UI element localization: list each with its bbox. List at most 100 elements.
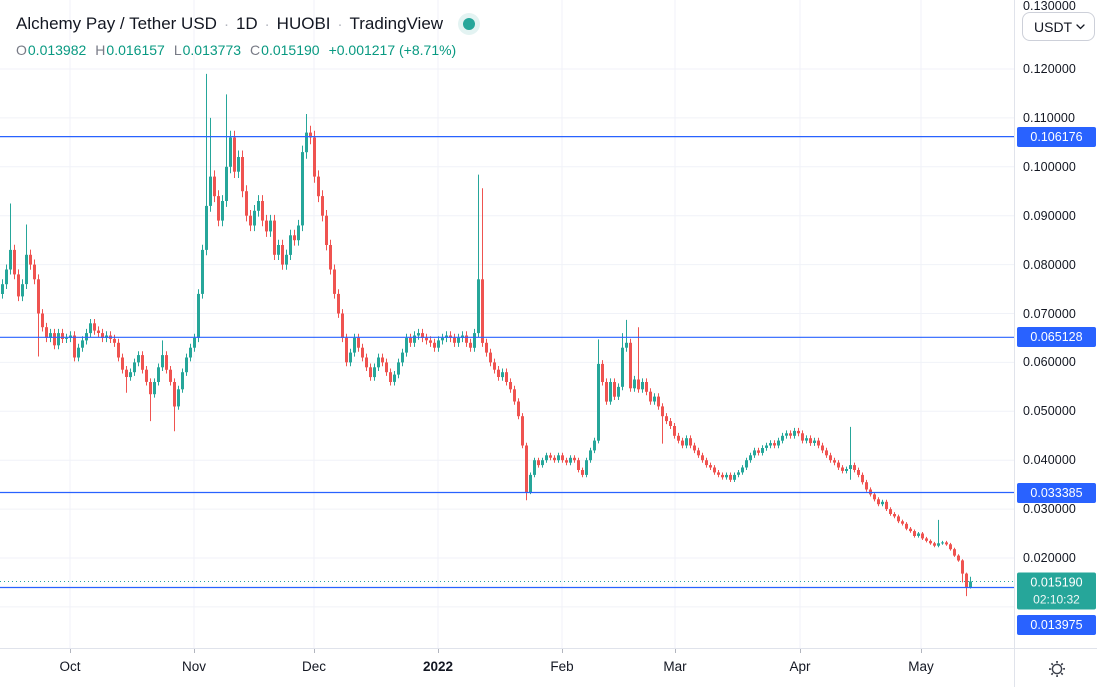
candle-body (265, 220, 268, 232)
candle-body (525, 445, 528, 492)
price-level-badge: 0.106176 (1017, 126, 1096, 147)
candle-body (21, 284, 24, 297)
time-axis-label: Feb (550, 659, 574, 674)
candle-body (361, 347, 364, 358)
candle-body (409, 337, 412, 343)
candle-body (57, 333, 60, 346)
candle-body (857, 470, 860, 475)
candle-body (129, 372, 132, 378)
data-status-indicator[interactable] (457, 12, 481, 36)
candle-body (877, 499, 880, 505)
candle-body (469, 342, 472, 348)
symbol-title[interactable]: Alchemy Pay / Tether USD (16, 14, 217, 33)
candle-body (205, 205, 208, 250)
candle-body (917, 533, 920, 536)
candle-body (457, 337, 460, 343)
bar-countdown: 02:10:32 (1033, 592, 1080, 606)
candle-body (621, 347, 624, 387)
candle-body (729, 474, 732, 480)
candle-body (341, 313, 344, 338)
candle-body (217, 196, 220, 221)
candle-body (245, 191, 248, 216)
candle-body (441, 337, 444, 341)
symbol-title-row[interactable]: Alchemy Pay / Tether USD · 1D · HUOBI · … (16, 12, 481, 36)
candle-body (169, 369, 172, 382)
time-axis-tick (921, 649, 922, 653)
candle-body (561, 455, 564, 461)
candle-body (685, 438, 688, 446)
candle-body (777, 440, 780, 446)
candle-body (749, 455, 752, 461)
candle-body (969, 581, 972, 588)
candle-body (901, 521, 904, 524)
price-axis[interactable]: 0.130000 0.120000 0.110000 0.100000 0.090000… (1014, 0, 1097, 648)
candle-body (489, 352, 492, 363)
price-axis-label: 0.060000 (1023, 355, 1076, 370)
candle-body (437, 340, 440, 348)
candle-body (753, 450, 756, 456)
candle-body (473, 333, 476, 348)
candle-body (485, 342, 488, 353)
candle-body (17, 274, 20, 297)
time-axis-label: Apr (789, 659, 811, 674)
candle-body (673, 426, 676, 436)
candle-body (937, 543, 940, 546)
time-axis[interactable]: Oct Nov Dec 2022 Feb Mar Apr May (0, 648, 1014, 687)
candle-body (629, 342, 632, 389)
candle-body (785, 433, 788, 436)
candle-body (821, 445, 824, 451)
candle-body (161, 355, 164, 368)
candle-body (1, 284, 4, 294)
candle-body (309, 132, 312, 138)
candle-body (597, 363, 600, 441)
candle-body (873, 494, 876, 500)
settings-button[interactable] (1044, 656, 1070, 682)
candle-body (569, 457, 572, 463)
candle-body (805, 438, 808, 441)
candle-body (37, 279, 40, 314)
candle-body (221, 201, 224, 221)
candlestick-plot[interactable] (0, 0, 1014, 648)
candle-body (9, 249, 12, 270)
candle-body (841, 467, 844, 471)
currency-label: USDT (1034, 18, 1073, 35)
candle-body (369, 367, 372, 378)
candle-body (293, 235, 296, 241)
candle-body (505, 372, 508, 382)
candle-body (825, 450, 828, 456)
price-axis-label: 0.090000 (1023, 208, 1076, 223)
price-level-badge: 0.033385 (1017, 482, 1096, 503)
candle-body (77, 347, 80, 358)
axis-corner (1014, 648, 1097, 687)
currency-toggle-button[interactable]: USDT (1022, 12, 1096, 41)
candle-body (257, 201, 260, 211)
time-axis-label: Dec (301, 659, 327, 674)
candle-body (921, 533, 924, 539)
candle-body (277, 245, 280, 255)
candle-body (965, 573, 968, 588)
candle-body (185, 357, 188, 373)
candle-body (305, 132, 308, 153)
candle-body (537, 460, 540, 466)
candle-body (669, 421, 672, 426)
time-axis-label: Nov (181, 659, 207, 674)
candle-body (493, 362, 496, 370)
candle-body (745, 460, 748, 468)
candle-body (677, 435, 680, 441)
candle-body (553, 457, 556, 461)
price-level-badge: 0.065128 (1017, 327, 1096, 348)
candle-body (585, 460, 588, 475)
candle-body (521, 416, 524, 446)
candle-body (681, 440, 684, 446)
interval-label[interactable]: 1D (235, 14, 258, 33)
candle-body (933, 543, 936, 546)
current-price-value: 0.015190 (1030, 575, 1083, 589)
candle-body (757, 450, 760, 453)
candle-body (721, 474, 724, 478)
candle-body (273, 220, 276, 255)
candle-body (909, 528, 912, 532)
candle-body (73, 335, 76, 358)
candle-body (593, 440, 596, 451)
candle-body (617, 386, 620, 397)
